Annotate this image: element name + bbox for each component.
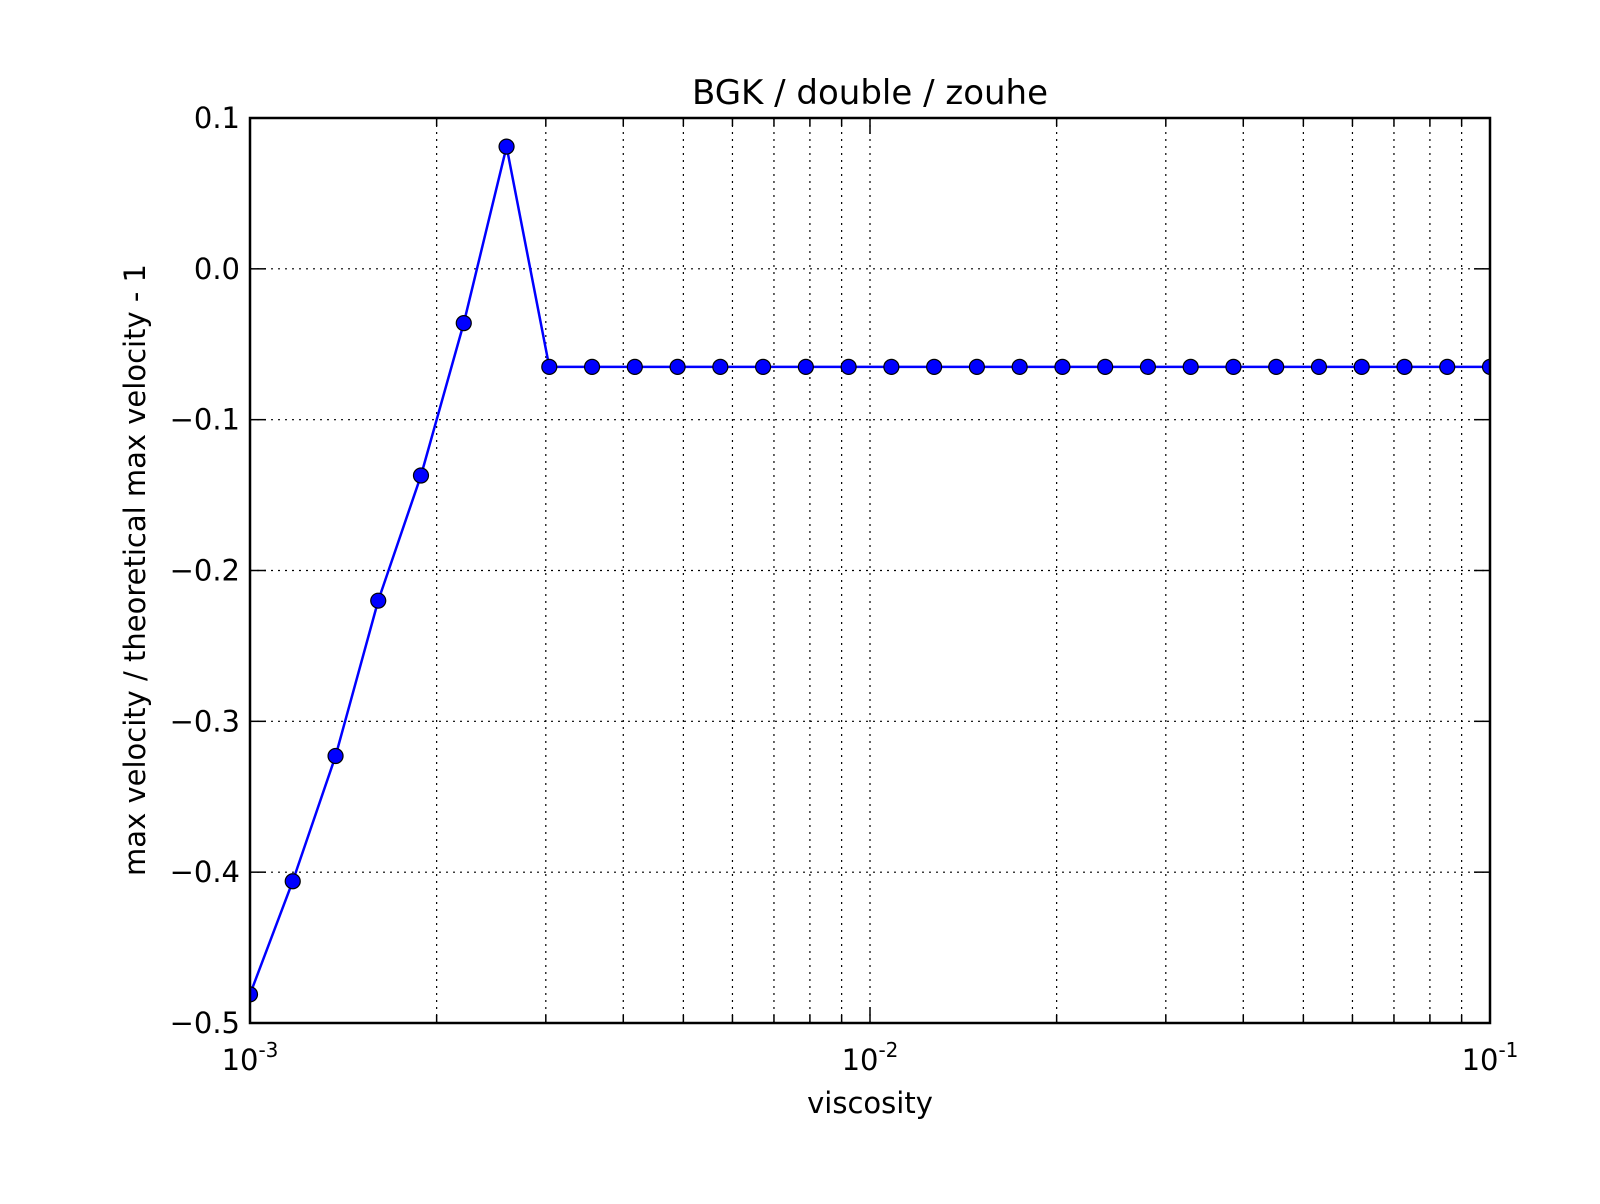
y-tick-label: −0.3 bbox=[170, 704, 240, 738]
data-point bbox=[754, 358, 772, 375]
chart-title: BGK / double / zouhe bbox=[692, 73, 1048, 113]
data-point bbox=[669, 358, 686, 375]
data-point bbox=[1182, 358, 1199, 375]
y-tick-label: −0.4 bbox=[170, 855, 240, 889]
data-point bbox=[455, 315, 472, 332]
x-axis-label: viscosity bbox=[807, 1086, 933, 1120]
y-tick-label: 0.1 bbox=[194, 101, 240, 135]
data-point bbox=[1310, 358, 1328, 375]
y-tick-label: −0.5 bbox=[170, 1006, 240, 1040]
data-point bbox=[968, 358, 986, 375]
ticks: 0.1 0.0 −0.1 −0.2 −0.3 −0.4 −0.510-3 10-2 10-1 bbox=[170, 101, 1519, 1077]
data-point bbox=[712, 358, 729, 375]
data-point bbox=[284, 873, 301, 890]
data-point bbox=[926, 358, 943, 375]
data-point bbox=[797, 358, 814, 375]
data-point bbox=[1011, 358, 1028, 375]
data-point bbox=[327, 747, 344, 765]
x-tick-label: 10-1 bbox=[1462, 1038, 1519, 1077]
data-point bbox=[412, 467, 430, 484]
y-tick-label: −0.1 bbox=[170, 403, 240, 437]
x-tick-label: 10-3 bbox=[222, 1038, 279, 1077]
data-point bbox=[840, 358, 857, 375]
data-point bbox=[250, 986, 259, 1003]
data-point bbox=[1353, 358, 1370, 375]
data-point bbox=[1225, 358, 1242, 375]
data-point bbox=[583, 358, 601, 375]
data-point bbox=[1097, 358, 1114, 375]
data-point bbox=[626, 358, 643, 375]
y-axis-label: max velocity / theoretical max velocity … bbox=[118, 264, 152, 876]
series-layer bbox=[250, 138, 1490, 1003]
data-point bbox=[1268, 358, 1285, 375]
data-point bbox=[1054, 358, 1071, 375]
data-point bbox=[541, 358, 558, 375]
plot-frame bbox=[248, 116, 1492, 1025]
data-point bbox=[1396, 358, 1413, 375]
data-point bbox=[370, 592, 387, 609]
data-point bbox=[1139, 358, 1157, 375]
data-point bbox=[1481, 358, 1490, 375]
data-point bbox=[883, 358, 900, 375]
data-point bbox=[498, 138, 515, 155]
y-tick-label: 0.0 bbox=[194, 252, 240, 286]
y-tick-label: −0.2 bbox=[170, 554, 240, 588]
data-point bbox=[1439, 358, 1456, 375]
x-tick-label: 10-2 bbox=[842, 1038, 899, 1077]
